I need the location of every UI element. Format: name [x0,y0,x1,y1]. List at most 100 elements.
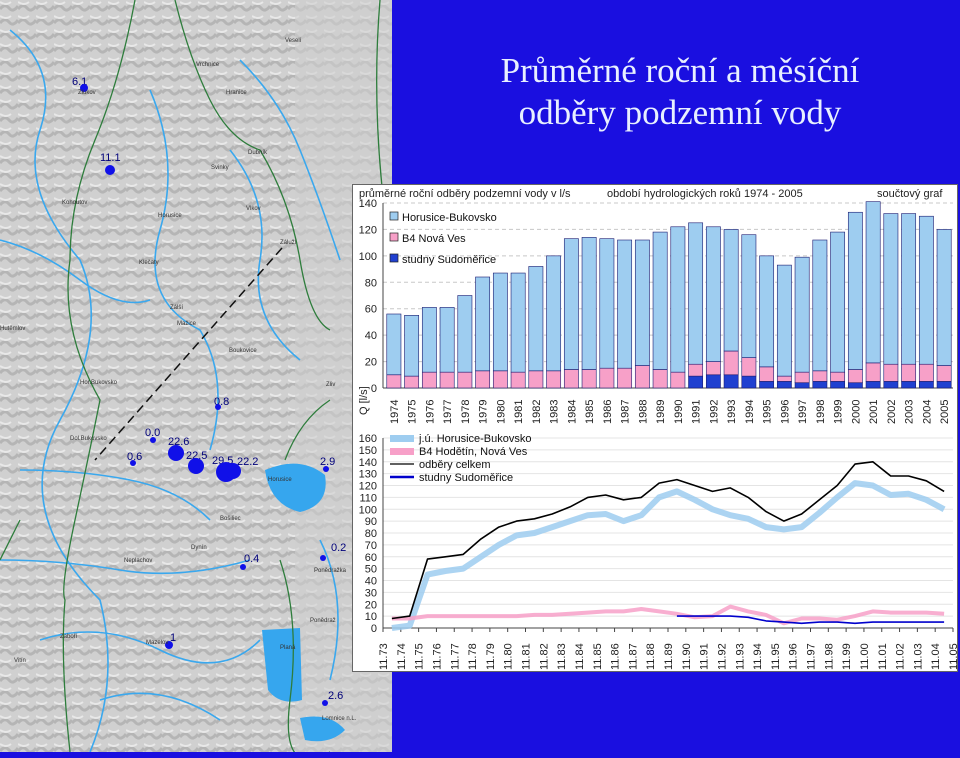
y-tick-label: 40 [365,330,377,342]
bar [847,382,863,389]
x-tick-label: 11.97 [806,643,818,670]
place-label: Ponědraž [310,618,336,624]
bar [901,381,917,389]
x-tick-label: 11.93 [734,643,746,670]
x-tick-label: 11.05 [948,643,957,670]
x-tick-label: 1984 [566,400,578,424]
well-label: 0.4 [244,553,260,565]
x-tick-label: 11.92 [716,643,728,670]
bar [865,201,881,364]
slide-title: Průměrné roční a měsíční odběry podzemní… [420,50,940,134]
bar [528,370,544,389]
bar [812,381,828,389]
bar [776,264,792,377]
place-label: Neplachov [124,558,153,564]
x-tick-label: 11.83 [556,643,568,670]
place-label: Dubník [248,150,268,156]
bar [563,238,579,370]
bar [599,367,615,389]
y-tick-label: 60 [365,552,377,564]
well-marker [130,460,136,466]
y-tick-label: 60 [365,304,377,316]
place-label: Zaboří [60,634,78,640]
well-marker [322,700,328,706]
bar [492,272,508,372]
bar [936,381,952,389]
bar [510,272,526,373]
legend-label: B4 Nová Ves [402,233,466,245]
bar [634,365,650,389]
well-marker [323,466,329,472]
y-tick-label: 0 [371,623,377,635]
bar [510,371,526,389]
y-tick-label: 80 [365,277,377,289]
x-tick-label: 11.95 [770,643,782,670]
place-label: Horusice [158,213,182,219]
y-tick-label: 140 [359,198,377,210]
legend-swatch [389,211,399,221]
well-marker [165,641,173,649]
bar [918,215,934,365]
bar [404,315,420,377]
bar [830,231,846,373]
x-tick-label: 1989 [655,400,667,424]
x-tick-label: 1994 [744,400,756,424]
place-label: Bošiliec [220,516,241,522]
place-label: Zálší [170,305,184,311]
well-marker [240,564,246,570]
x-tick-label: 11.74 [396,643,408,670]
place-label: Hranice [226,90,247,96]
bar [883,381,899,389]
place-label: Dol.Bukovsko [70,436,107,442]
y-tick-label: 10 [365,611,377,623]
x-tick-label: 1993 [726,400,738,424]
y-tick-label: 150 [359,445,377,457]
place-label: Mažice [177,321,197,327]
y-tick-label: 50 [365,564,377,576]
x-tick-label: 2003 [904,400,916,424]
x-tick-label: 11.76 [431,643,443,670]
bar [759,366,775,382]
title-line-1: Průměrné roční a měsíční [500,51,860,90]
bar [936,229,952,366]
bar [652,231,668,370]
x-tick-label: 11.90 [681,643,693,670]
y-tick-label: 100 [359,504,377,516]
legend-label: B4 Hodětín, Nová Ves [419,446,528,458]
bar [439,307,455,373]
place-label: Planá [280,645,296,651]
bar [918,381,934,389]
x-tick-label: 11.04 [930,643,942,670]
bar [705,374,721,389]
x-tick-label: 1990 [673,400,685,424]
well-marker [105,165,115,175]
legend-swatch [390,435,414,442]
x-tick-label: 1986 [602,400,614,424]
well-markers [80,84,329,706]
well-marker [168,445,184,461]
panel-header-mid: období hydrologických roků 1974 - 2005 [607,188,803,200]
x-tick-label: 2000 [850,400,862,424]
bar [812,370,828,382]
bar [421,371,437,389]
bar [457,371,473,389]
x-tick-label: 11.84 [574,643,586,670]
well-marker [225,463,241,479]
bar [421,307,437,373]
legend-label: studny Sudoměřice [402,254,496,266]
bar [581,237,597,370]
y-tick-label: 40 [365,576,377,588]
place-label: Vitín [14,658,26,664]
line-series [391,604,945,626]
y-tick-label: 20 [365,599,377,611]
bar [776,381,792,389]
well-marker [215,404,221,410]
x-tick-label: 11.73 [378,643,390,670]
x-tick-label: 1981 [513,400,525,424]
bar [741,375,757,389]
x-tick-label: 1980 [495,400,507,424]
legend-swatch [390,448,414,455]
bar [830,381,846,389]
y-tick-label: 20 [365,357,377,369]
bar [883,363,899,382]
